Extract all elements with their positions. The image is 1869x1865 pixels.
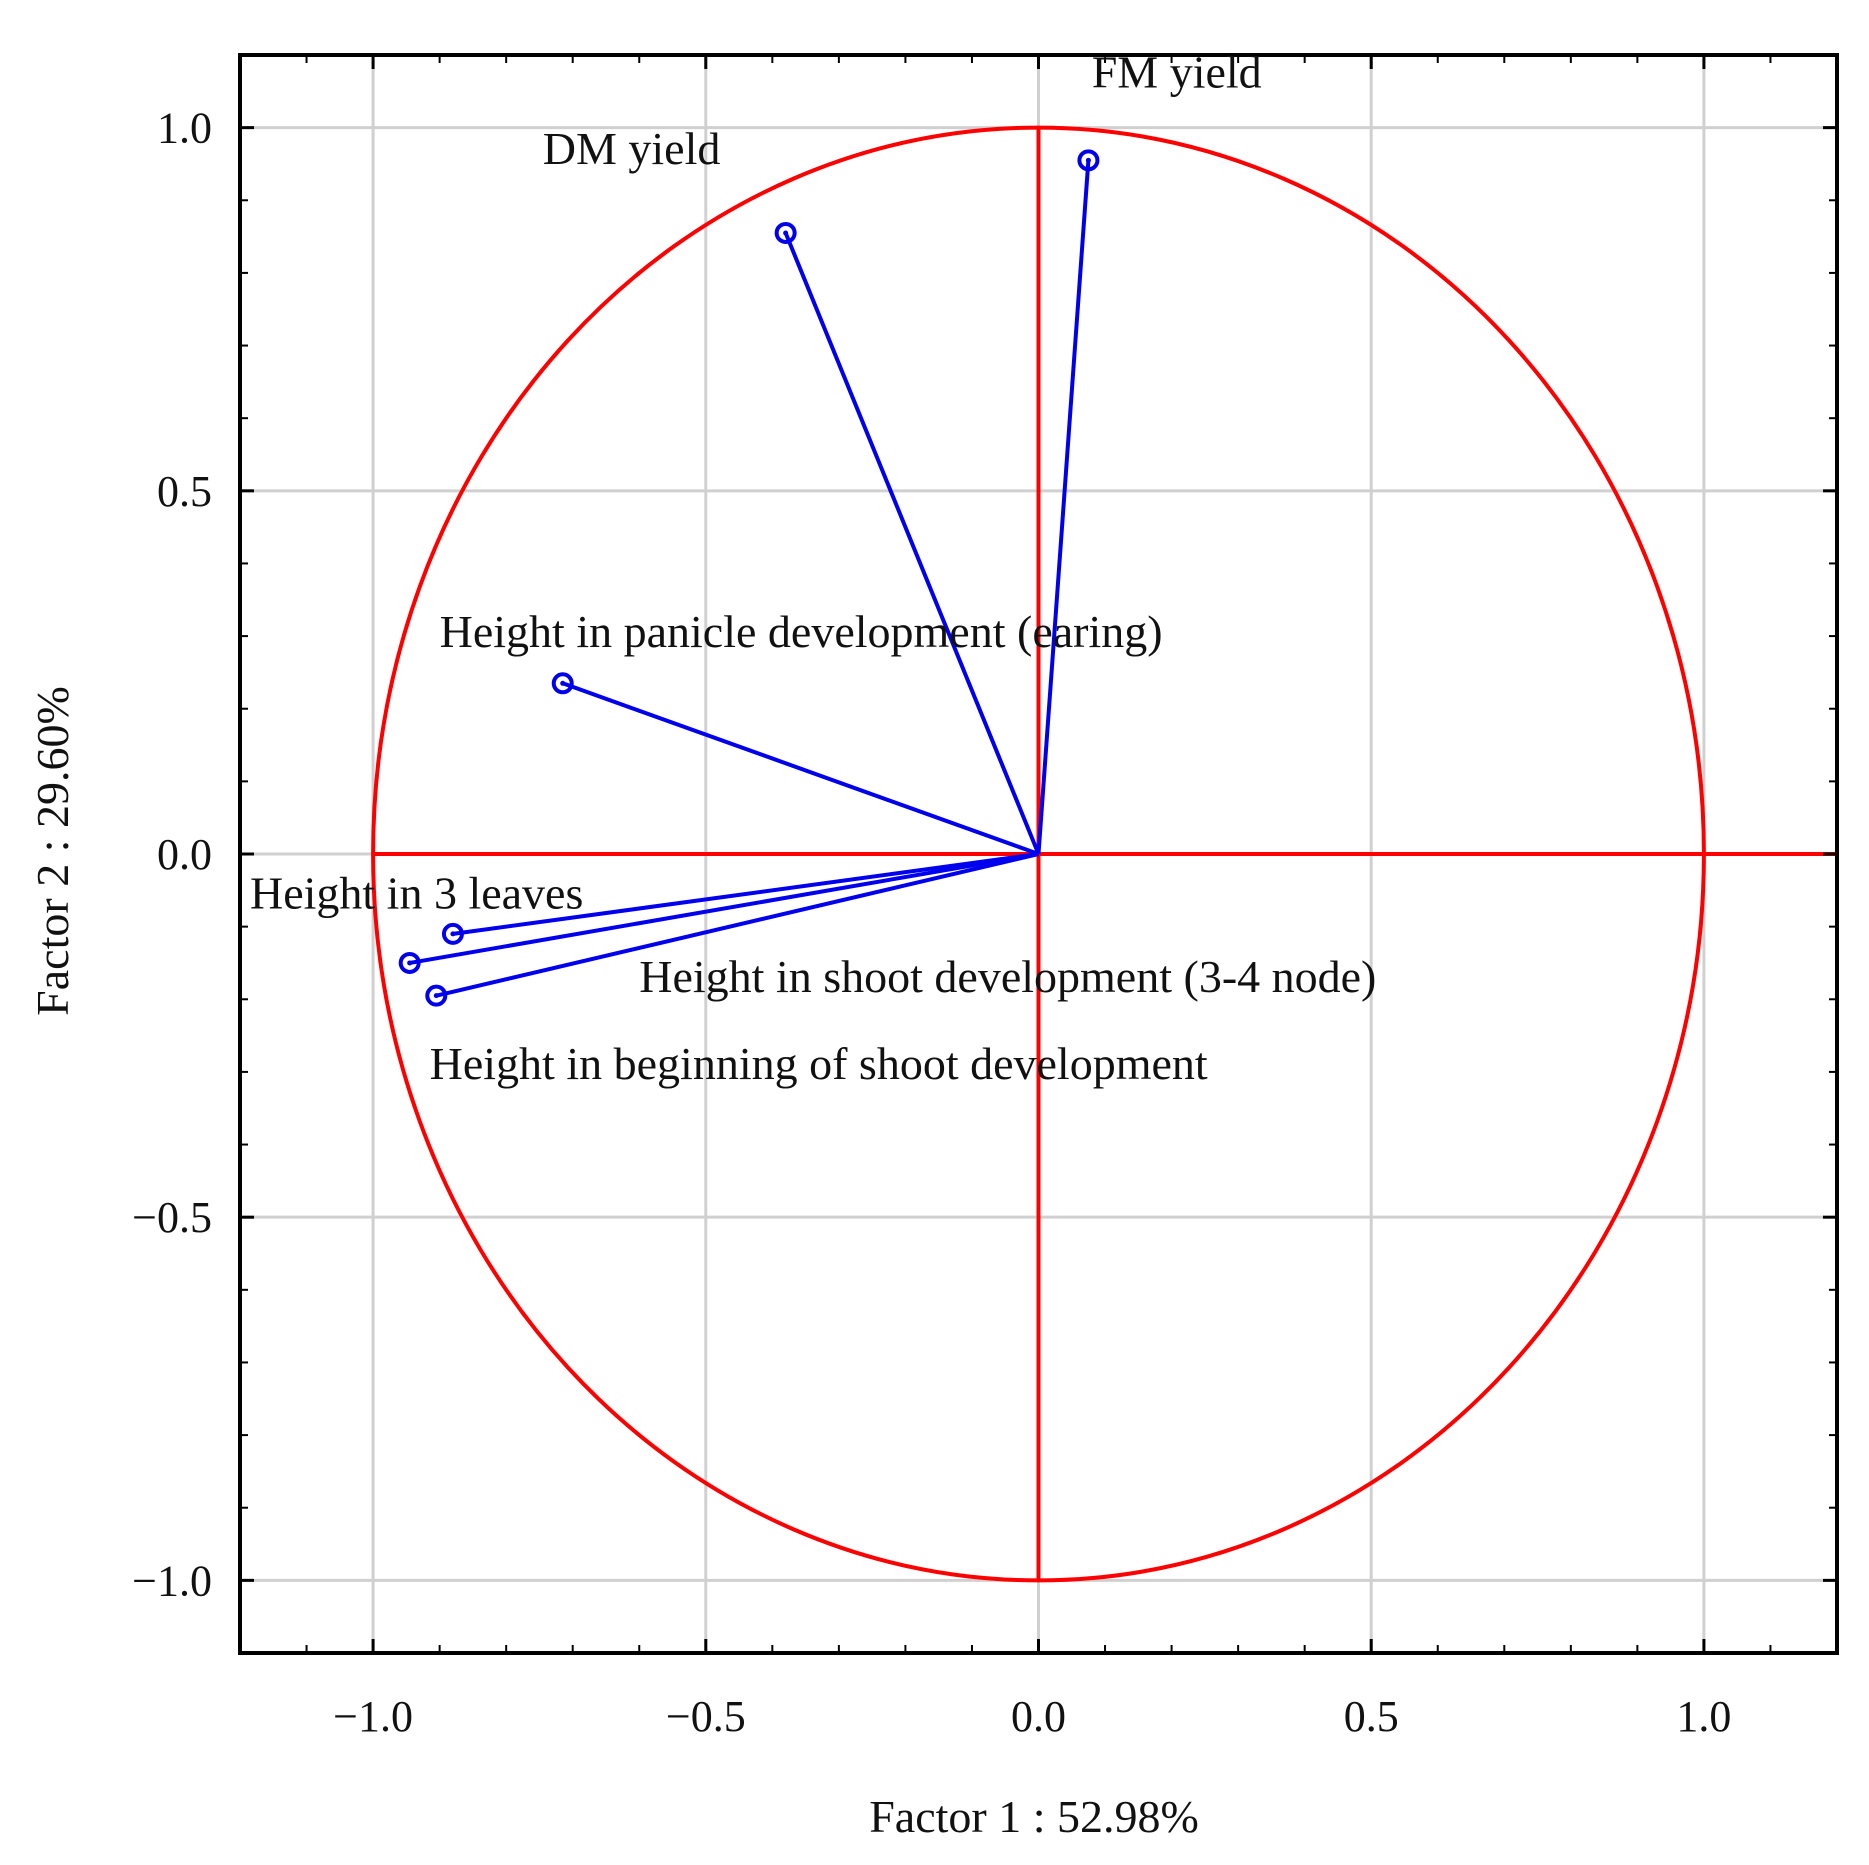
vector-line	[783, 232, 1041, 855]
vector-endpoint-dot	[560, 680, 566, 686]
vector-endpoint	[551, 672, 574, 695]
vector-line	[435, 852, 1039, 998]
x-axis-title: Factor 1 : 52.98%	[869, 1791, 1199, 1842]
y-tick-label: 1.0	[157, 104, 212, 153]
vector-endpoint	[398, 951, 421, 974]
label-layer: FM yield DM yield Height in panicle develo…	[132, 47, 1731, 1741]
x-tick-label: −1.0	[333, 1692, 413, 1741]
y-tick-label: 0.5	[157, 467, 212, 516]
vector-line	[1036, 160, 1091, 855]
vector-layer	[398, 149, 1100, 1007]
variable-label: Height in shoot development (3-4 node)	[639, 951, 1376, 1002]
y-tick-label: 0.0	[157, 830, 212, 879]
vector-endpoint-dot	[1085, 157, 1091, 163]
y-tick-label: −1.0	[132, 1556, 212, 1605]
variable-label: Height in beginning of shoot development	[430, 1038, 1208, 1089]
x-tick-label: 1.0	[1676, 1692, 1731, 1741]
vector-line	[452, 852, 1039, 936]
x-tick-label: 0.0	[1011, 1692, 1066, 1741]
y-tick-label: −0.5	[132, 1193, 212, 1242]
vector-endpoint	[1077, 149, 1100, 172]
variable-label: DM yield	[543, 123, 721, 174]
vector-line	[562, 681, 1040, 856]
y-axis-title: Factor 2 : 29.60%	[27, 686, 78, 1016]
vector-endpoint	[441, 922, 464, 945]
vector-endpoint-dot	[450, 931, 456, 937]
tick-layer	[239, 54, 1838, 1654]
vector-endpoint-dot	[433, 993, 439, 999]
vector-endpoint	[425, 984, 448, 1007]
circle-layer	[371, 125, 1837, 1583]
x-tick-label: 0.5	[1344, 1692, 1399, 1741]
variable-label: Height in panicle development (earing)	[440, 606, 1163, 657]
x-tick-label: −0.5	[666, 1692, 746, 1741]
variable-label: Height in 3 leaves	[250, 867, 583, 918]
variable-label: FM yield	[1092, 47, 1262, 98]
vector-endpoint-dot	[783, 230, 789, 236]
vector-endpoint	[774, 221, 797, 244]
vector-line	[409, 852, 1039, 965]
vector-endpoint-dot	[407, 960, 413, 966]
